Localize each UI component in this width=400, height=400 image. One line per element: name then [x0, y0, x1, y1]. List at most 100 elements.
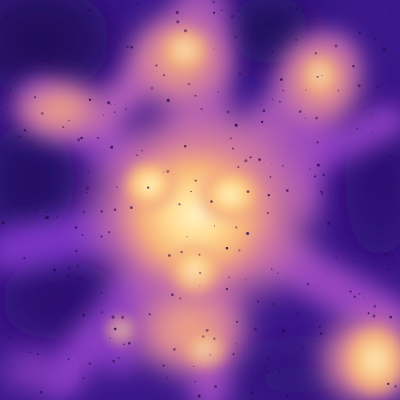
speckle-dot — [316, 75, 319, 79]
speckle-dot — [167, 253, 171, 257]
speckle-dot — [380, 158, 383, 161]
speckle-dot — [231, 147, 234, 150]
speckle-dot — [39, 390, 43, 394]
speckle-dot — [318, 325, 321, 328]
speckle-dot — [1, 149, 4, 152]
speckle-dot — [238, 249, 241, 252]
speckle-dot — [186, 236, 188, 238]
speckle-dot — [295, 38, 298, 41]
bright-core — [102, 24, 400, 400]
speckle-dot — [56, 172, 60, 175]
speckle-dot — [334, 44, 338, 48]
speckle-dot — [7, 45, 10, 47]
speckle-dot — [357, 84, 361, 88]
speckle-dot — [365, 108, 367, 110]
speckle-dot — [352, 65, 355, 68]
speckle-dot — [201, 335, 205, 338]
speckle-dot — [110, 145, 114, 149]
speckle-dot — [306, 282, 310, 286]
speckle-dot — [5, 107, 8, 109]
speckle-dot — [267, 370, 269, 373]
speckle-dot — [389, 315, 392, 319]
speckle-dot — [391, 253, 394, 256]
speckle-dot — [88, 98, 92, 101]
speckle-dot — [232, 353, 235, 356]
speckle-dot — [320, 332, 323, 335]
speckle-dot — [301, 347, 304, 349]
speckle-dot — [116, 186, 118, 188]
speckle-dot — [166, 170, 170, 173]
speckle-dot — [234, 226, 238, 229]
speckle-dot — [269, 176, 272, 178]
speckle-dot — [148, 313, 151, 316]
speckle-dot — [212, 0, 216, 4]
speckle-dot — [361, 185, 364, 187]
speckle-dot — [390, 155, 393, 158]
speckle-dot — [266, 357, 269, 359]
speckle-dot — [373, 304, 377, 308]
speckle-dot — [320, 190, 323, 193]
speckle-dot — [96, 136, 99, 139]
speckle-dot — [194, 94, 197, 97]
speckle-dot — [317, 319, 320, 321]
speckle-dot — [190, 190, 192, 193]
speckle-dot — [309, 168, 311, 170]
speckle-dot — [260, 104, 262, 106]
speckle-dot — [163, 171, 165, 173]
speckle-dot — [352, 261, 355, 263]
speckle-dot — [178, 203, 181, 206]
speckle-dot — [113, 111, 116, 114]
speckle-dot — [363, 297, 365, 299]
speckle-dot — [29, 351, 31, 354]
speckle-dot — [119, 35, 122, 38]
speckle-dot — [262, 109, 266, 113]
speckle-dot — [1, 221, 5, 225]
speckle-dot — [155, 64, 158, 67]
speckle-dot — [329, 186, 331, 188]
speckle-dot — [150, 86, 154, 90]
speckle-dot — [389, 11, 392, 14]
speckle-dot — [40, 111, 44, 115]
speckle-dot — [67, 274, 70, 278]
speckle-dot — [37, 353, 39, 356]
speckle-dot — [212, 11, 216, 14]
speckle-dot — [147, 186, 150, 189]
speckle-dot — [14, 310, 16, 312]
speckle-dot — [173, 348, 176, 351]
speckle-dot — [314, 52, 317, 55]
speckle-dot — [266, 211, 269, 215]
speckle-dot — [127, 341, 131, 345]
speckle-dot — [193, 365, 195, 368]
speckle-dot — [100, 235, 103, 238]
speckle-dot — [100, 292, 103, 294]
speckle-dot — [9, 88, 12, 91]
speckle-dot — [372, 132, 374, 134]
speckle-dot — [22, 351, 24, 353]
speckle-dot — [337, 90, 340, 92]
speckle-dot — [73, 16, 76, 18]
speckle-dot — [95, 33, 97, 35]
speckle-dot — [129, 206, 133, 210]
speckle-dot — [225, 246, 229, 250]
speckle-dot — [113, 208, 117, 211]
speckle-dot — [180, 250, 183, 254]
speckle-dot — [276, 338, 278, 341]
speckle-dot — [197, 394, 201, 398]
speckle-dot — [82, 313, 86, 317]
speckle-dot — [278, 369, 281, 373]
speckle-dot — [121, 315, 125, 319]
speckle-dot — [4, 25, 6, 27]
speckle-dot — [239, 72, 242, 76]
speckle-dot — [220, 9, 223, 12]
speckle-dot — [271, 98, 273, 100]
speckle-dot — [340, 196, 343, 199]
speckle-dot — [77, 138, 81, 142]
speckle-dot — [183, 144, 187, 148]
speckle-dot — [225, 287, 229, 291]
speckle-dot — [110, 103, 112, 106]
speckle-dot — [271, 164, 273, 166]
speckle-dot — [321, 192, 324, 195]
speckle-dot — [265, 20, 268, 23]
speckle-dot — [200, 107, 203, 111]
speckle-dot — [282, 165, 284, 167]
